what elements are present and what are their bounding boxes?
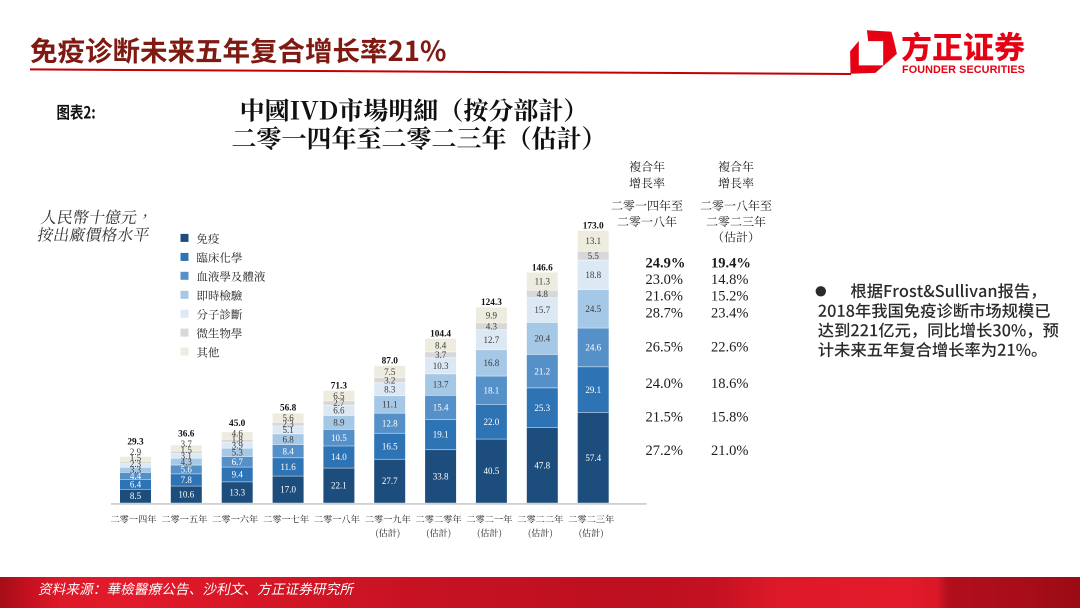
svg-text:4.4: 4.4 xyxy=(130,471,142,481)
svg-text:20.4: 20.4 xyxy=(534,334,550,344)
svg-text:6.5: 6.5 xyxy=(333,391,345,401)
svg-text:56.8: 56.8 xyxy=(280,404,297,414)
svg-text:5.3: 5.3 xyxy=(232,448,244,458)
svg-text:21.0%: 21.0% xyxy=(711,443,748,459)
svg-text:6.6: 6.6 xyxy=(333,406,345,416)
svg-text:2.7: 2.7 xyxy=(333,398,345,408)
svg-text:4.3: 4.3 xyxy=(181,457,193,467)
svg-text:15.8%: 15.8% xyxy=(711,409,748,425)
svg-text:24.0%: 24.0% xyxy=(646,376,683,392)
svg-text:6.4: 6.4 xyxy=(130,480,142,490)
svg-text:23.0%: 23.0% xyxy=(646,272,683,288)
svg-text:10.6: 10.6 xyxy=(178,490,194,500)
svg-text:9.4: 9.4 xyxy=(232,470,244,480)
svg-text:25.3: 25.3 xyxy=(534,403,550,413)
svg-text:5.6: 5.6 xyxy=(282,413,294,423)
svg-text:2.3: 2.3 xyxy=(130,459,142,469)
svg-text:29.3: 29.3 xyxy=(127,438,144,448)
svg-text:4.3: 4.3 xyxy=(486,321,498,331)
svg-text:3.9: 3.9 xyxy=(232,440,244,450)
svg-text:19.4%: 19.4% xyxy=(711,255,751,271)
svg-text:3.7: 3.7 xyxy=(181,439,193,449)
svg-text:12.7: 12.7 xyxy=(484,335,500,345)
svg-text:11.1: 11.1 xyxy=(382,400,397,410)
svg-text:27.2%: 27.2% xyxy=(646,443,683,459)
svg-text:13.1: 13.1 xyxy=(585,236,601,246)
svg-text:6.8: 6.8 xyxy=(282,434,294,444)
svg-text:23.4%: 23.4% xyxy=(711,306,748,322)
svg-text:15.4: 15.4 xyxy=(433,403,449,413)
svg-text:11.3: 11.3 xyxy=(535,277,551,287)
svg-text:173.0: 173.0 xyxy=(583,222,604,232)
svg-text:6.7: 6.7 xyxy=(232,457,244,467)
svg-text:45.0: 45.0 xyxy=(229,419,246,429)
svg-text:22.6%: 22.6% xyxy=(711,340,748,356)
svg-text:24.5: 24.5 xyxy=(585,304,601,314)
svg-text:2.9: 2.9 xyxy=(130,447,142,457)
svg-text:26.5%: 26.5% xyxy=(646,340,683,356)
svg-text:8.5: 8.5 xyxy=(130,491,142,501)
svg-text:71.3: 71.3 xyxy=(331,382,348,392)
svg-text:22.0: 22.0 xyxy=(484,417,500,427)
svg-text:9.9: 9.9 xyxy=(486,310,498,320)
svg-text:12.8: 12.8 xyxy=(382,418,398,428)
svg-text:21.6%: 21.6% xyxy=(646,289,683,305)
svg-text:3.3: 3.3 xyxy=(130,465,142,475)
svg-text:7.8: 7.8 xyxy=(181,475,193,485)
svg-text:3.7: 3.7 xyxy=(435,350,447,360)
svg-text:13.3: 13.3 xyxy=(229,487,245,497)
svg-text:15.2%: 15.2% xyxy=(711,289,748,305)
svg-text:47.8: 47.8 xyxy=(534,460,550,470)
svg-text:24.9%: 24.9% xyxy=(646,255,686,271)
svg-text:104.4: 104.4 xyxy=(430,330,451,340)
svg-text:17.0: 17.0 xyxy=(280,485,296,495)
svg-text:1.5: 1.5 xyxy=(181,445,193,455)
svg-text:8.4: 8.4 xyxy=(282,446,294,456)
svg-text:21.5%: 21.5% xyxy=(646,409,683,425)
svg-text:1.5: 1.5 xyxy=(130,453,142,463)
svg-text:13.7: 13.7 xyxy=(433,380,449,390)
svg-text:14.0: 14.0 xyxy=(331,452,347,462)
svg-text:4.8: 4.8 xyxy=(537,289,549,299)
svg-text:10.3: 10.3 xyxy=(433,361,449,371)
svg-text:10.5: 10.5 xyxy=(331,433,347,443)
svg-text:18.1: 18.1 xyxy=(484,385,500,395)
svg-text:87.0: 87.0 xyxy=(382,357,399,367)
svg-text:16.8: 16.8 xyxy=(484,358,500,368)
svg-text:8.4: 8.4 xyxy=(435,340,447,350)
svg-text:18.6%: 18.6% xyxy=(711,376,748,392)
svg-text:21.2: 21.2 xyxy=(534,366,550,376)
svg-text:19.1: 19.1 xyxy=(433,430,449,440)
svg-text:4.6: 4.6 xyxy=(232,428,244,438)
svg-text:40.5: 40.5 xyxy=(484,466,500,476)
svg-text:16.5: 16.5 xyxy=(382,441,398,451)
svg-text:11.6: 11.6 xyxy=(280,462,296,472)
svg-text:124.3: 124.3 xyxy=(481,298,502,308)
svg-text:146.6: 146.6 xyxy=(532,263,553,273)
svg-text:3.1: 3.1 xyxy=(181,451,192,461)
svg-text:18.8: 18.8 xyxy=(585,270,601,280)
svg-text:2.3: 2.3 xyxy=(282,419,294,429)
svg-text:8.9: 8.9 xyxy=(333,418,345,428)
svg-text:22.1: 22.1 xyxy=(331,481,347,491)
svg-text:36.6: 36.6 xyxy=(178,430,195,440)
svg-text:1.8: 1.8 xyxy=(232,434,244,444)
svg-text:7.5: 7.5 xyxy=(384,367,396,377)
svg-text:14.8%: 14.8% xyxy=(711,272,748,288)
svg-text:5.1: 5.1 xyxy=(282,425,293,435)
svg-text:3.2: 3.2 xyxy=(384,375,395,385)
svg-text:24.6: 24.6 xyxy=(585,343,601,353)
svg-text:5.5: 5.5 xyxy=(588,251,600,261)
svg-text:29.1: 29.1 xyxy=(585,385,601,395)
svg-text:27.7: 27.7 xyxy=(382,476,398,486)
svg-text:FOUNDER SECURITIES: FOUNDER SECURITIES xyxy=(902,64,1025,76)
svg-text:57.4: 57.4 xyxy=(585,453,601,463)
svg-text:33.8: 33.8 xyxy=(433,471,449,481)
svg-text:8.3: 8.3 xyxy=(384,384,396,394)
svg-text:5.6: 5.6 xyxy=(181,465,193,475)
svg-text:28.7%: 28.7% xyxy=(646,306,683,322)
svg-text:15.7: 15.7 xyxy=(534,305,550,315)
